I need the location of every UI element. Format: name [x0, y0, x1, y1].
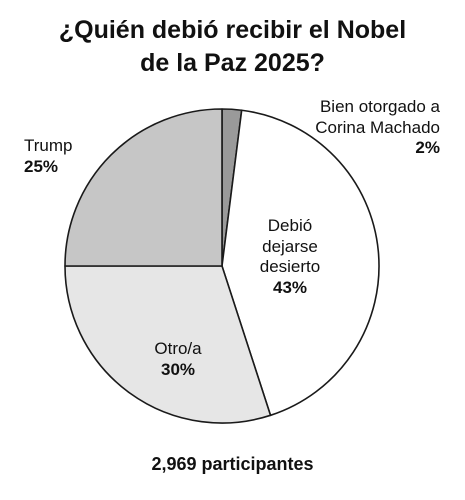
pie-slice-otro	[64, 265, 272, 424]
slice-label-machado-line-1: Bien otorgado a	[319, 97, 440, 116]
slice-label-desierto-line-2: dejarse	[262, 236, 318, 256]
chart-title: ¿Quién debió recibir el Nobel de la Paz …	[20, 14, 445, 79]
slice-label-otro: Otro/a 30%	[143, 339, 213, 380]
slice-label-otro-line-1: Otro/a	[154, 339, 202, 358]
slice-value-desierto: 43%	[272, 278, 308, 298]
slice-value-otro: 30%	[160, 359, 196, 379]
slice-label-machado-line-2: Corina Machado	[315, 117, 440, 137]
pie-slice-desierto	[221, 109, 380, 417]
slice-label-desierto-line-3: desierto	[259, 257, 321, 277]
slice-label-trump-line-1: Trump	[24, 136, 73, 155]
slice-label-desierto-line-1: Debió	[267, 216, 313, 235]
slice-label-desierto: Debió dejarse desierto 43%	[252, 216, 328, 299]
slice-label-trump: Trump 25%	[24, 136, 73, 177]
participants-note: 2,969 participantes	[151, 454, 314, 474]
chart-title-line-1: ¿Quién debió recibir el Nobel	[58, 16, 407, 44]
chart-title-line-2: de la Paz 2025?	[140, 48, 325, 77]
slice-value-trump: 25%	[24, 156, 59, 176]
slice-label-machado: Bien otorgado a Corina Machado 2%	[268, 97, 440, 159]
pie-slice-trump	[64, 108, 223, 267]
slice-value-machado: 2%	[415, 138, 440, 158]
